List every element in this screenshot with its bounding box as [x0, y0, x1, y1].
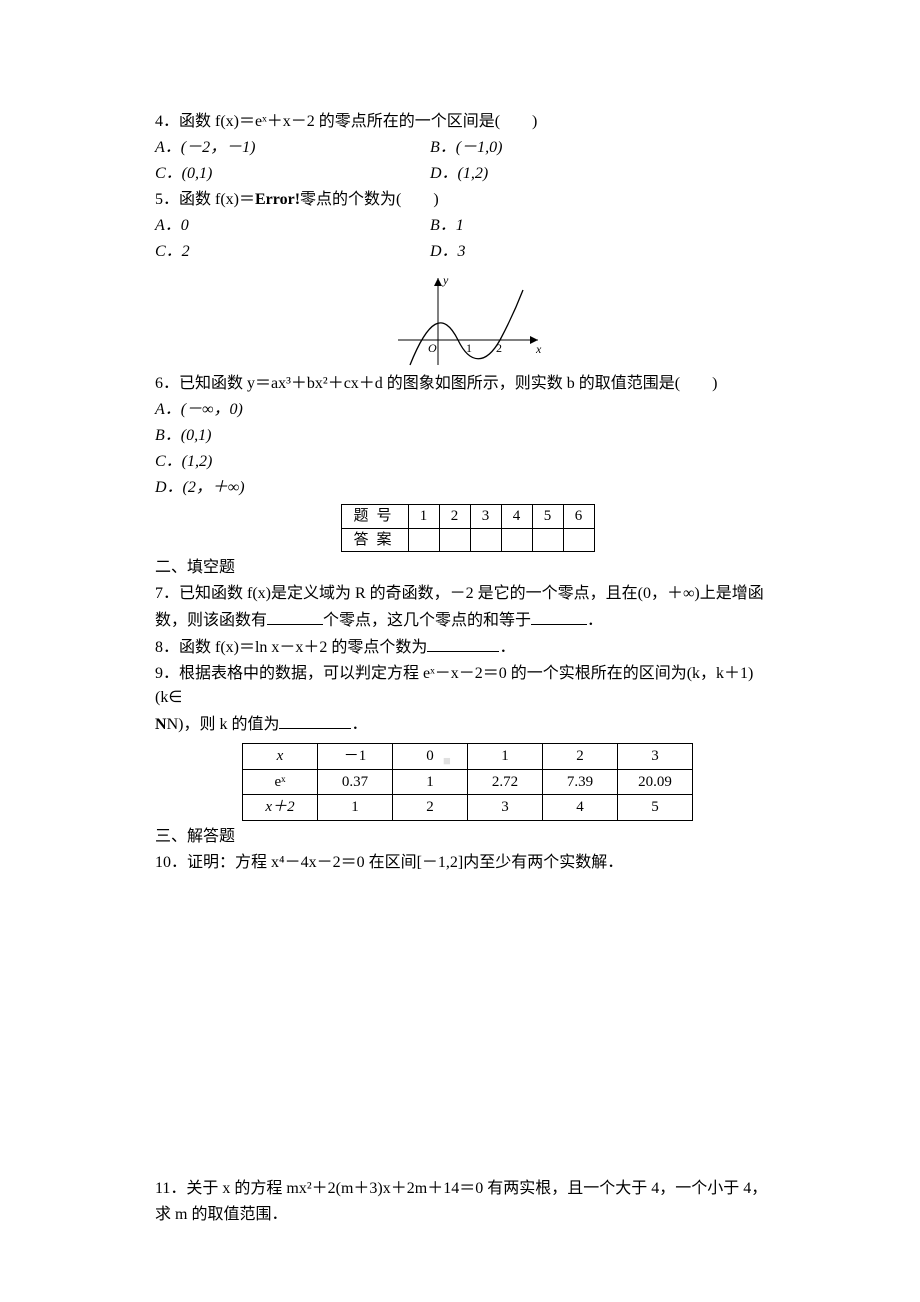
dt-r2c5: 5	[618, 795, 693, 821]
answer-c2	[439, 528, 470, 552]
q7-l2-post: ．	[587, 612, 603, 629]
q9-line2: NN)，则 k 的值为 ．	[155, 712, 780, 737]
q5-optD: D．3	[430, 240, 780, 264]
q4-optA: A．(－2，－1)	[155, 136, 430, 160]
svg-text:y: y	[442, 273, 449, 287]
answer-h1: 1	[408, 505, 439, 529]
dt-r2c2: 2	[393, 795, 468, 821]
dt-h4: 2	[543, 744, 618, 770]
q5-optC: C．2	[155, 240, 430, 264]
q4-optB: B．(－1,0)	[430, 136, 780, 160]
dt-r2c1: 1	[318, 795, 393, 821]
section2-heading: 二、填空题	[155, 556, 780, 580]
q9-l2-post: ．	[351, 716, 367, 733]
q6-optC: C．(1,2)	[155, 450, 780, 474]
q8-line: 8．函数 f(x)＝ln x－x＋2 的零点个数为 ．	[155, 635, 780, 660]
answer-h4: 4	[501, 505, 532, 529]
section3-heading: 三、解答题	[155, 825, 780, 849]
dt-h1: －1	[318, 744, 393, 770]
answer-h2: 2	[439, 505, 470, 529]
answer-h5: 5	[532, 505, 563, 529]
q4-optC: C．(0,1)	[155, 162, 430, 186]
q6-optD: D．(2，＋∞)	[155, 476, 780, 500]
q7-l2-mid: 个零点，这几个零点的和等于	[323, 612, 531, 629]
svg-text:2: 2	[496, 341, 502, 355]
q8-post: ．	[499, 639, 515, 656]
q9-l2-pre: N)，则 k 的值为	[167, 716, 280, 733]
data-table: x －1 0 1 2 3 eˣ 0.37 1 2.72 7.39 20.09 x…	[242, 743, 693, 821]
q9-N: N	[155, 716, 167, 733]
dt-r2c0: x＋2	[243, 795, 318, 821]
dt-r1c1: 0.37	[318, 769, 393, 795]
q5-optA: A．0	[155, 214, 430, 238]
dt-r1c4: 7.39	[543, 769, 618, 795]
cubic-graph: y x O 1 2	[388, 270, 548, 370]
q8-blank	[427, 635, 499, 652]
dt-h0: x	[243, 744, 318, 770]
q6-stem: 6．已知函数 y＝ax³＋bx²＋cx＋d 的图象如图所示，则实数 b 的取值范…	[155, 372, 780, 396]
answer-h6: 6	[563, 505, 594, 529]
q8-pre: 8．函数 f(x)＝ln x－x＋2 的零点个数为	[155, 639, 427, 656]
answer-row2-label: 答案	[341, 528, 408, 552]
q9-line1: 9．根据表格中的数据，可以判定方程 eˣ－x－2＝0 的一个实根所在的区间为(k…	[155, 662, 780, 710]
dt-r1c0: eˣ	[243, 769, 318, 795]
q7-blank2	[531, 608, 587, 625]
q7-l2-pre: 数，则该函数有	[155, 612, 267, 629]
q5-stem: 5．函数 f(x)＝Error!零点的个数为( )	[155, 188, 780, 212]
q7-blank1	[267, 608, 323, 625]
dt-r2c3: 3	[468, 795, 543, 821]
dt-h5: 3	[618, 744, 693, 770]
answer-h3: 3	[470, 505, 501, 529]
svg-text:x: x	[535, 342, 542, 356]
dt-r1c2: 1	[393, 769, 468, 795]
q4-stem: 4．函数 f(x)＝eˣ＋x－2 的零点所在的一个区间是( )	[155, 110, 780, 134]
answer-c5	[532, 528, 563, 552]
answer-c6	[563, 528, 594, 552]
q5-optB: B．1	[430, 214, 780, 238]
dt-r1c5: 20.09	[618, 769, 693, 795]
answer-c4	[501, 528, 532, 552]
q10-stem: 10．证明：方程 x⁴－4x－2＝0 在区间[－1,2]内至少有两个实数解．	[155, 851, 780, 875]
q6-optA: A．(－∞，0)	[155, 398, 780, 422]
q7-line2: 数，则该函数有 个零点，这几个零点的和等于 ．	[155, 608, 780, 633]
dt-h3: 1	[468, 744, 543, 770]
q4-optD: D．(1,2)	[430, 162, 780, 186]
q5-error: Error!	[255, 191, 300, 208]
answer-table: 题号 1 2 3 4 5 6 答案	[341, 504, 595, 552]
q11-line2: 求 m 的取值范围．	[155, 1203, 780, 1227]
answer-c3	[470, 528, 501, 552]
q5-stem-post: 零点的个数为( )	[300, 191, 439, 208]
q5-stem-pre: 5．函数 f(x)＝	[155, 191, 255, 208]
dt-r2c4: 4	[543, 795, 618, 821]
q9-blank	[279, 712, 351, 729]
q7-line1: 7．已知函数 f(x)是定义域为 R 的奇函数，－2 是它的一个零点，且在(0，…	[155, 582, 780, 606]
q7-line1-text: 7．已知函数 f(x)是定义域为 R 的奇函数，－2 是它的一个零点，且在(0，…	[155, 585, 764, 602]
q6-optB: B．(0,1)	[155, 424, 780, 448]
svg-text:1: 1	[466, 341, 472, 355]
answer-c1	[408, 528, 439, 552]
dt-h2: 0	[393, 744, 468, 770]
answer-row1-label: 题号	[341, 505, 408, 529]
dt-r1c3: 2.72	[468, 769, 543, 795]
svg-text:O: O	[428, 341, 437, 355]
q11-line1: 11．关于 x 的方程 mx²＋2(m＋3)x＋2m＋14＝0 有两实根，且一个…	[155, 1177, 780, 1201]
